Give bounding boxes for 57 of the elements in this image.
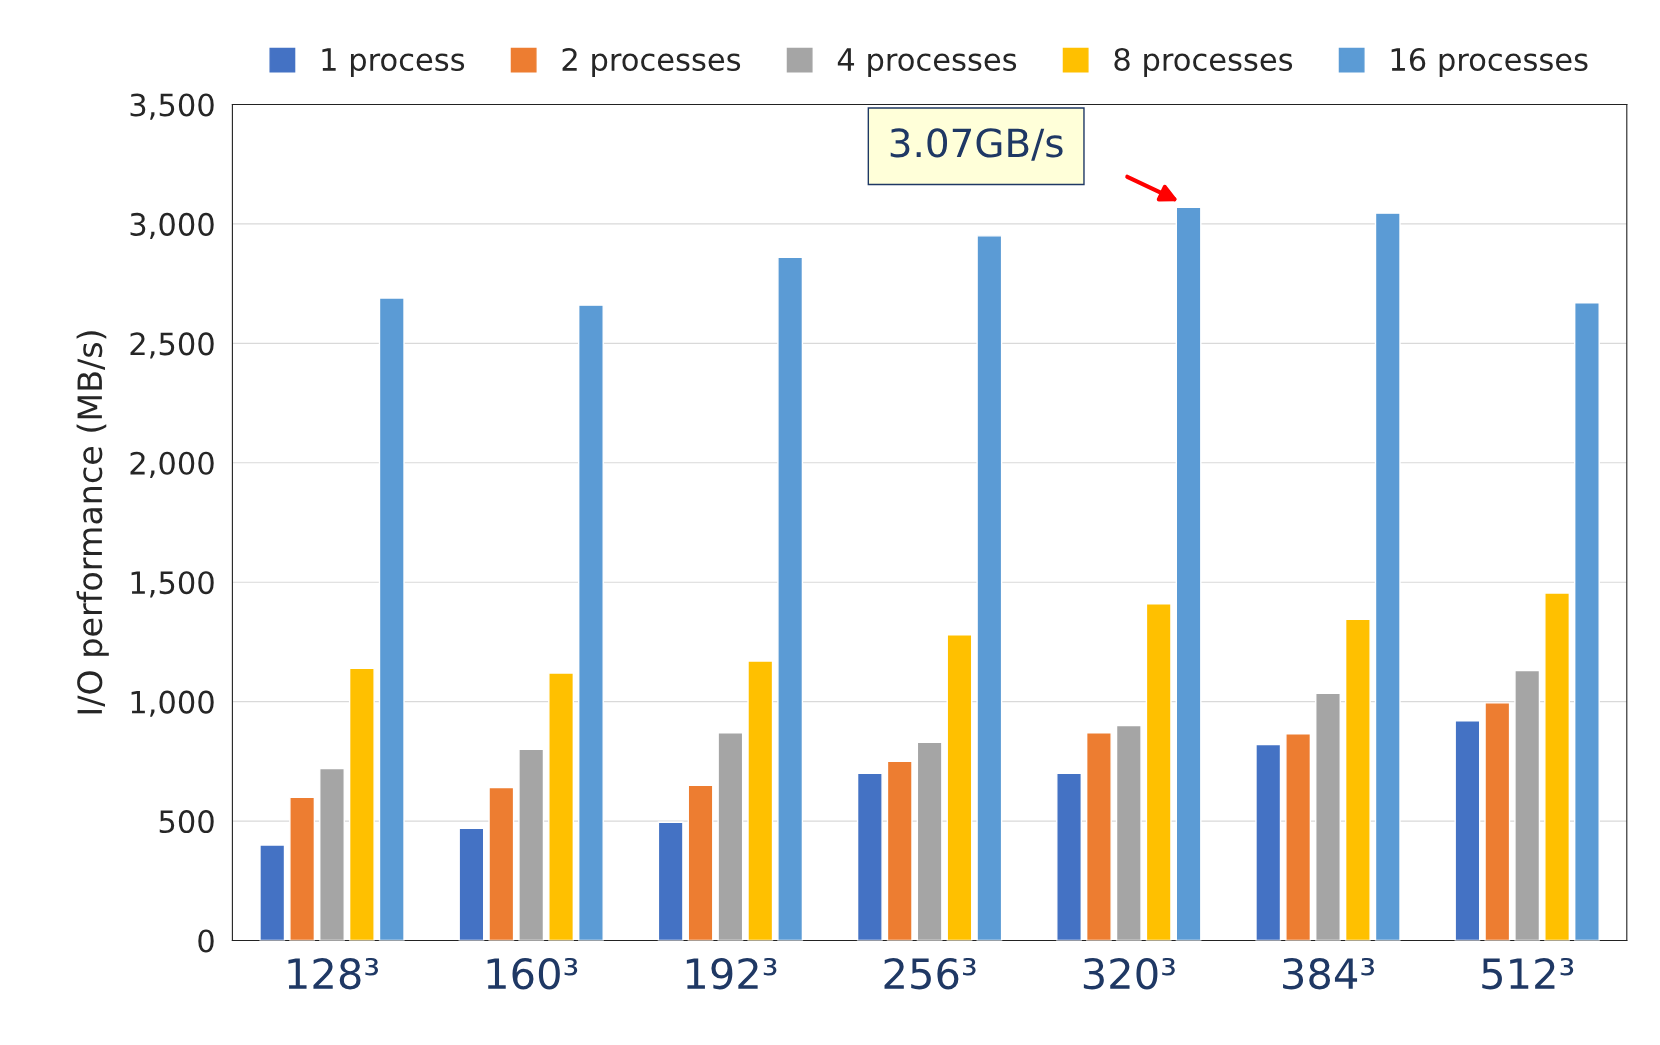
legend-label: 1 process bbox=[322, 48, 465, 77]
bar bbox=[976, 235, 1003, 941]
bar bbox=[348, 667, 375, 941]
bar bbox=[488, 786, 515, 941]
bar bbox=[1115, 724, 1142, 941]
annotation: 3.07GB/s bbox=[890, 128, 1063, 161]
bar bbox=[657, 821, 684, 941]
bar bbox=[717, 731, 744, 941]
bar bbox=[856, 772, 883, 941]
y-tick-label: 3,500 bbox=[130, 93, 214, 120]
bar bbox=[289, 796, 316, 941]
y-tick-label: 3,000 bbox=[130, 212, 214, 240]
bar bbox=[1145, 603, 1172, 941]
bar bbox=[1056, 772, 1082, 941]
bar bbox=[1255, 743, 1282, 941]
x-tick-label: 160³ bbox=[487, 957, 578, 990]
bar bbox=[548, 672, 575, 941]
y-tick-label: 2,000 bbox=[130, 451, 214, 478]
bar bbox=[1544, 592, 1571, 941]
bar bbox=[319, 767, 345, 941]
bar bbox=[1285, 733, 1312, 941]
bar bbox=[886, 760, 913, 941]
bar bbox=[1085, 731, 1112, 941]
x-tick-label: 384³ bbox=[1283, 957, 1374, 990]
bar bbox=[777, 256, 804, 941]
bar bbox=[1574, 302, 1600, 941]
bar bbox=[1315, 692, 1341, 941]
y-tick-label: 1,000 bbox=[131, 690, 214, 717]
legend-label: 8 processes bbox=[1114, 47, 1293, 77]
bar bbox=[1344, 618, 1371, 941]
x-tick-label: 512³ bbox=[1482, 957, 1574, 990]
y-tick-label: 1,500 bbox=[131, 571, 214, 598]
y-tick-label: 2,500 bbox=[130, 332, 214, 359]
y-tick-label: 500 bbox=[159, 810, 214, 834]
y-tick-label: 0 bbox=[198, 929, 214, 953]
x-tick-label: 192³ bbox=[686, 957, 777, 990]
bar bbox=[378, 297, 405, 941]
bar bbox=[747, 660, 774, 941]
legend-label: 4 processes bbox=[837, 48, 1017, 77]
bar bbox=[1514, 669, 1541, 941]
bar bbox=[578, 304, 604, 941]
bar bbox=[687, 784, 714, 941]
bar bbox=[458, 827, 485, 941]
bar bbox=[259, 844, 286, 941]
x-tick-label: 128³ bbox=[288, 957, 378, 990]
legend-label: 2 processes bbox=[562, 47, 741, 77]
bar bbox=[1484, 702, 1511, 941]
bar bbox=[916, 741, 943, 941]
x-tick-label: 320³ bbox=[1083, 957, 1175, 990]
bar bbox=[518, 748, 545, 941]
x-tick-label: 256³ bbox=[884, 957, 976, 990]
bar bbox=[1374, 212, 1401, 941]
legend-label: 16 processes bbox=[1391, 47, 1588, 77]
bar bbox=[1175, 206, 1202, 941]
y-axis-title: I/O performance (MB/s) bbox=[76, 331, 109, 714]
bar bbox=[946, 634, 973, 941]
bar bbox=[1454, 720, 1481, 941]
